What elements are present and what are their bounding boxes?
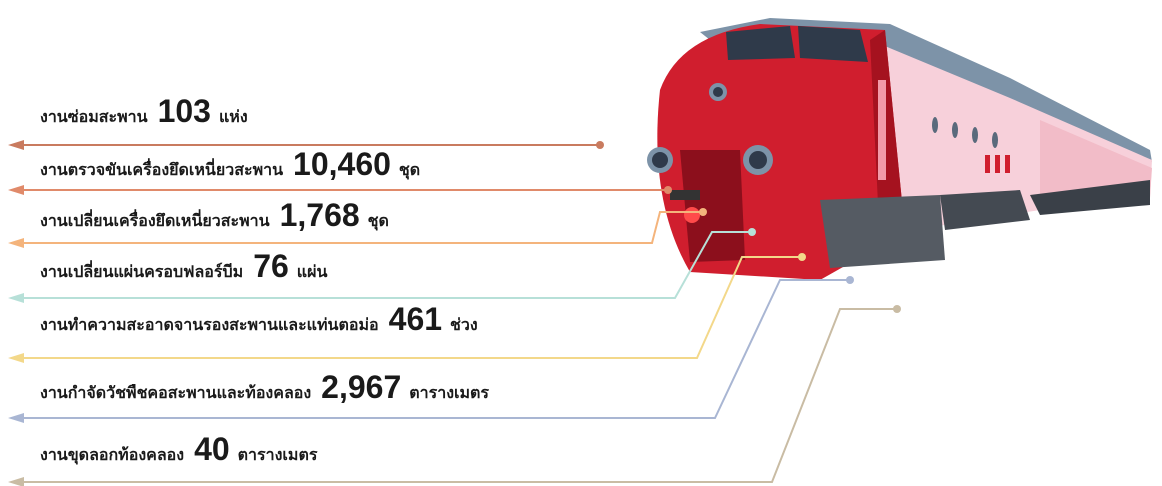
item-unit: ชุด [368, 211, 389, 231]
arrow-head [8, 293, 24, 303]
leader-line [22, 256, 802, 359]
arrow-head [8, 353, 24, 363]
item-value: 461 [389, 301, 442, 337]
leader-line [22, 231, 752, 299]
arrow-head [8, 238, 24, 248]
item-text: งานขุดลอกท้องคลอง 40 ตารางเมตร [40, 431, 318, 467]
item-label: งานเปลี่ยนเครื่องยึดเหนี่ยวสะพาน [40, 209, 270, 230]
item-unit: แผ่น [297, 262, 328, 281]
item-text: งานเปลี่ยนเครื่องยึดเหนี่ยวสะพาน 1,768 ชุด [40, 197, 389, 233]
leader-dot [596, 141, 604, 149]
arrow-head [8, 185, 24, 195]
arrow-head [8, 413, 24, 423]
leader-dot [699, 208, 707, 216]
arrow-head [8, 140, 24, 150]
item-text: งานกำจัดวัชพืชคอสะพานและท้องคลอง 2,967 ตาร… [40, 369, 489, 405]
item-label: งานตรวจขันเครื่องยึดเหนี่ยวสะพาน [40, 158, 283, 179]
item-text: งานเปลี่ยนแผ่นครอบฟลอร์บีม 76 แผ่น [40, 248, 327, 284]
train-illustration [647, 18, 1152, 280]
leader-dot [798, 253, 806, 261]
item-value: 1,768 [280, 197, 360, 233]
item-unit: แห่ง [219, 107, 248, 126]
item-text: งานซ่อมสะพาน 103 แห่ง [40, 93, 248, 129]
leader-line [22, 279, 850, 419]
item-unit: ตารางเมตร [409, 383, 489, 402]
item-label: งานขุดลอกท้องคลอง [40, 445, 184, 465]
item-value: 76 [253, 248, 289, 284]
item-text: งานทำความสะอาดจานรองสะพานและแท่นตอม่อ 461… [40, 301, 478, 337]
leader-line [22, 211, 703, 244]
item-label: งานทำความสะอาดจานรองสะพานและแท่นตอม่อ [40, 315, 379, 334]
item-text: งานตรวจขันเครื่องยึดเหนี่ยวสะพาน 10,460 ชุ… [40, 146, 420, 182]
item-label: งานเปลี่ยนแผ่นครอบฟลอร์บีม [40, 260, 243, 281]
item-label: งานซ่อมสะพาน [40, 107, 148, 126]
leader-dot [748, 228, 756, 236]
item-label: งานกำจัดวัชพืชคอสะพานและท้องคลอง [40, 383, 311, 402]
item-unit: ชุด [399, 160, 420, 180]
item-value: 10,460 [293, 146, 391, 182]
leader-dot [664, 186, 672, 194]
item-unit: ช่วง [450, 315, 478, 334]
item-value: 40 [194, 431, 230, 467]
leader-dot [846, 276, 854, 284]
leader-dot [893, 305, 901, 313]
leader-line [22, 308, 897, 483]
item-value: 103 [158, 93, 211, 129]
arrow-head [8, 477, 24, 486]
item-unit: ตารางเมตร [238, 445, 318, 464]
item-value: 2,967 [321, 369, 401, 405]
